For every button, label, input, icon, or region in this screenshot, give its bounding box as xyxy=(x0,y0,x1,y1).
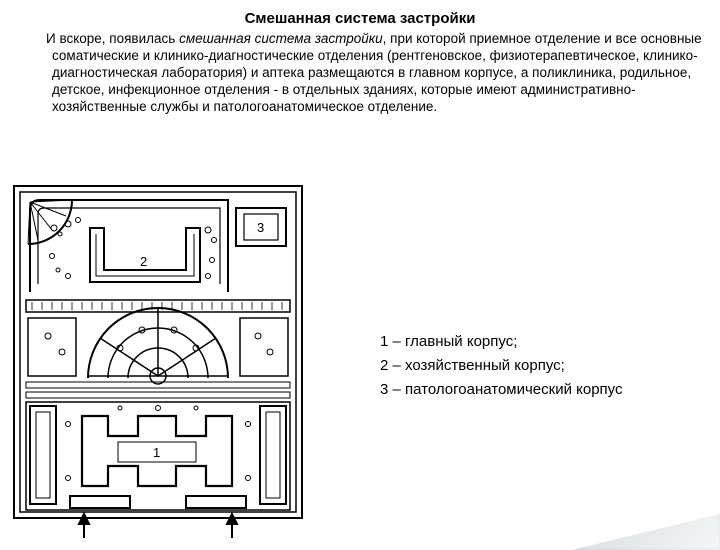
site-plan-svg: 3 2 xyxy=(8,180,308,540)
legend-item-2: 2 – хозяйственный корпус; xyxy=(380,354,623,378)
svg-text:2: 2 xyxy=(140,254,147,269)
slide-corner-decoration xyxy=(530,514,720,550)
semicircle-garden xyxy=(28,308,288,384)
building-2: 2 xyxy=(90,228,200,282)
para-lead: И вскоре, появилась xyxy=(46,31,179,46)
svg-text:1: 1 xyxy=(153,445,160,460)
building-3: 3 xyxy=(236,208,286,246)
legend-item-1: 1 – главный корпус; xyxy=(380,330,623,354)
legend-item-3: 3 – патологоанатомический корпус xyxy=(380,378,623,402)
para-italic: смешанная система застройки xyxy=(179,31,383,46)
legend: 1 – главный корпус; 2 – хозяйственный ко… xyxy=(380,330,623,402)
svg-text:3: 3 xyxy=(257,220,264,235)
site-plan-figure: 3 2 xyxy=(8,180,308,540)
body-paragraph: И вскоре, появилась смешанная система за… xyxy=(20,31,710,115)
building-1: 1 xyxy=(82,416,232,486)
page-title: Смешанная система застройки xyxy=(0,10,720,27)
